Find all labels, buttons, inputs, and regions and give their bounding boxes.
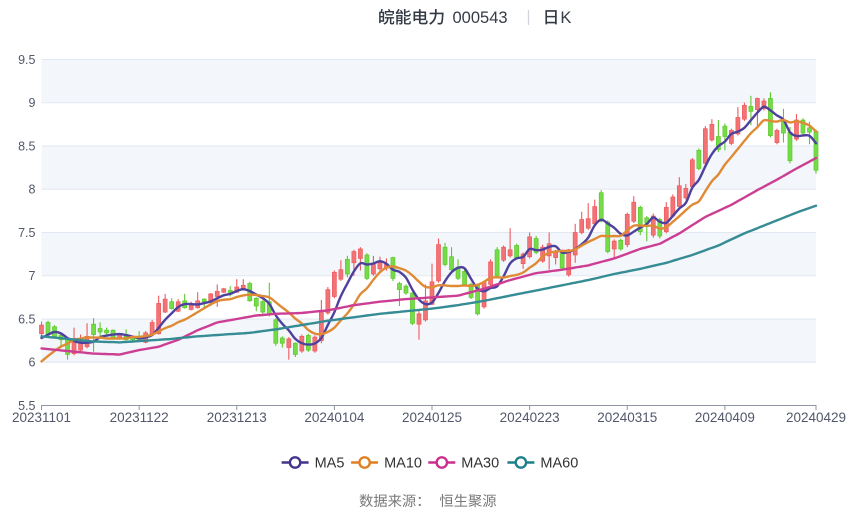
svg-text:000543: 000543 bbox=[453, 9, 508, 27]
svg-text:9.5: 9.5 bbox=[18, 53, 35, 67]
svg-text:20240223: 20240223 bbox=[500, 410, 560, 425]
svg-text:8: 8 bbox=[29, 183, 36, 197]
svg-text:20231213: 20231213 bbox=[207, 410, 267, 425]
svg-text:20240429: 20240429 bbox=[786, 410, 846, 425]
svg-text:20240104: 20240104 bbox=[304, 410, 365, 425]
svg-text:MA60: MA60 bbox=[540, 456, 578, 472]
svg-text:20240315: 20240315 bbox=[597, 410, 657, 425]
svg-text:MA5: MA5 bbox=[315, 456, 345, 472]
svg-text:9: 9 bbox=[29, 96, 36, 110]
svg-text:20240125: 20240125 bbox=[402, 410, 462, 425]
svg-text:20231101: 20231101 bbox=[12, 410, 71, 425]
svg-text:MA30: MA30 bbox=[461, 456, 499, 472]
svg-text:MA10: MA10 bbox=[384, 456, 422, 472]
svg-text:20240409: 20240409 bbox=[695, 410, 755, 425]
svg-text:5.5: 5.5 bbox=[18, 399, 35, 413]
svg-text:20231122: 20231122 bbox=[110, 410, 169, 425]
svg-text:K: K bbox=[560, 9, 571, 27]
svg-text:7: 7 bbox=[29, 269, 36, 283]
svg-text:6.5: 6.5 bbox=[18, 312, 35, 326]
svg-text:6: 6 bbox=[29, 356, 36, 370]
svg-text:7.5: 7.5 bbox=[18, 226, 35, 240]
svg-text:8.5: 8.5 bbox=[18, 139, 35, 153]
